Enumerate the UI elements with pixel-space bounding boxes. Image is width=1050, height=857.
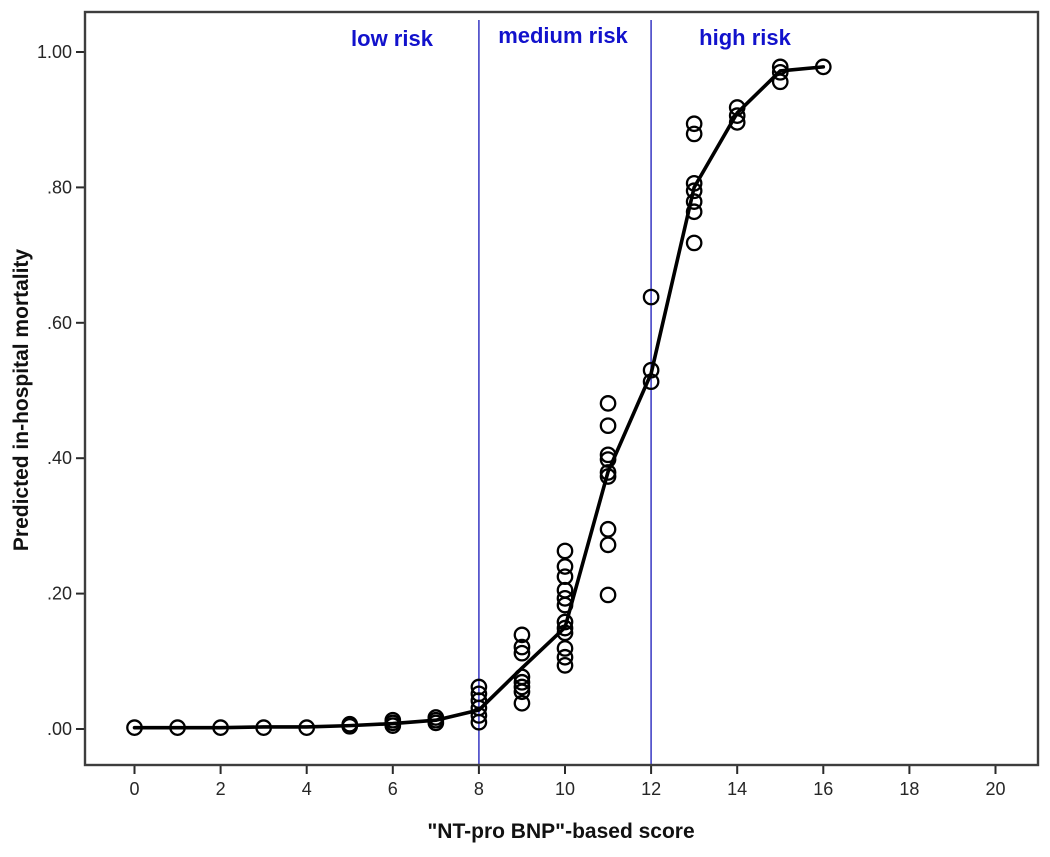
data-point: [685, 115, 703, 133]
data-point: [642, 361, 660, 379]
data-point: [556, 640, 574, 657]
data-point: [771, 58, 789, 76]
data-point: [470, 678, 488, 696]
data-point: [771, 63, 789, 81]
data-point: [685, 174, 703, 192]
x-tick-label: 2: [216, 779, 226, 799]
data-point: [513, 694, 531, 712]
data-point: [599, 417, 617, 435]
x-tick-label: 0: [129, 779, 139, 799]
y-tick-label: .20: [47, 584, 72, 604]
data-point: [685, 203, 703, 221]
data-point: [556, 568, 574, 586]
data-point: [513, 668, 531, 686]
data-point: [384, 711, 402, 729]
data-point: [599, 446, 617, 464]
x-tick-label: 20: [985, 779, 1005, 799]
data-point: [599, 586, 617, 604]
data-point: [556, 558, 574, 575]
y-axis-title: Predicted in-hospital mortality: [10, 249, 33, 552]
x-tick-label: 8: [474, 779, 484, 799]
data-point: [685, 234, 703, 252]
region-label-high-risk: high risk: [699, 25, 791, 50]
data-point: [427, 709, 445, 726]
data-point: [642, 288, 660, 306]
data-point: [513, 626, 531, 644]
data-point: [212, 719, 229, 736]
data-point: [513, 678, 531, 696]
data-point: [556, 613, 574, 631]
data-point: [255, 719, 272, 736]
region-label-low-risk: low risk: [351, 26, 434, 51]
data-point: [556, 648, 574, 666]
data-point: [642, 373, 660, 391]
data-point: [685, 182, 703, 200]
y-tick-label: .80: [47, 177, 72, 197]
x-tick-label: 18: [899, 779, 919, 799]
fit-curve: [132, 65, 826, 730]
data-point: [814, 58, 832, 76]
data-point: [513, 638, 531, 656]
data-point: [169, 719, 186, 736]
data-point: [298, 719, 316, 736]
data-point: [728, 107, 746, 124]
plot-area: 0 2 4 6 8 10 12 14 16 18 20 .00 .20 .40 .60 .80 1.00: [37, 20, 1006, 799]
plot-frame: [83, 10, 1040, 767]
data-point: [556, 619, 574, 637]
data-point: [599, 520, 617, 538]
x-tick-label: 10: [555, 779, 575, 799]
x-tick-label: 4: [302, 779, 312, 799]
data-point: [599, 451, 617, 468]
x-tick-label: 14: [727, 779, 747, 799]
region-label-medium-risk: medium risk: [498, 23, 628, 48]
data-point: [599, 536, 617, 554]
data-point: [556, 657, 574, 674]
data-point: [556, 589, 574, 607]
y-tick-label: 1.00: [37, 42, 72, 62]
y-tick-label: .60: [47, 313, 72, 333]
data-point: [341, 715, 359, 733]
x-tick-label: 12: [641, 779, 661, 799]
data-point: [685, 193, 703, 210]
x-tick-label: 6: [388, 779, 398, 799]
data-point: [728, 99, 746, 116]
data-point: [685, 125, 703, 143]
data-point: [599, 395, 617, 412]
data-point: [599, 464, 617, 481]
data-point: [470, 685, 488, 703]
data-point: [513, 673, 531, 691]
data-point: [556, 624, 574, 642]
data-point: [556, 542, 574, 560]
x-axis-title: "NT-pro BNP"-based score: [427, 820, 694, 843]
x-tick-label: 16: [813, 779, 833, 799]
data-point: [513, 644, 531, 662]
data-point: [126, 719, 143, 736]
y-tick-label: .00: [47, 719, 72, 739]
y-tick-label: .40: [47, 448, 72, 468]
